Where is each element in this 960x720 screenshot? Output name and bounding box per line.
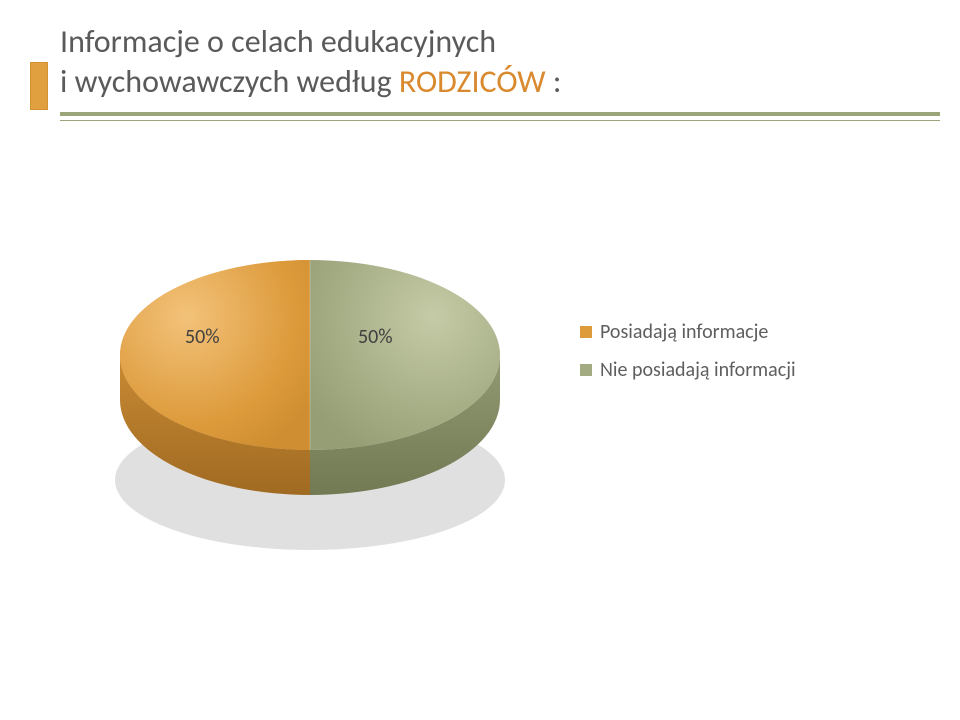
pie-label-1: 50% [358, 325, 393, 349]
slide: Informacje o celach edukacyjnych i wycho… [0, 0, 960, 720]
pie-svg [100, 245, 520, 565]
pie-chart: 50% 50% Posiadają informacje Nie posiada… [70, 225, 890, 585]
legend-item-0: Posiadają informacje [580, 320, 796, 344]
title-line-2: i wychowawczych według RODZICÓW : [60, 62, 930, 102]
title-line-2-accent: RODZICÓW [399, 62, 546, 101]
title-accent-bar [30, 62, 48, 110]
legend-label-0: Posiadają informacje [600, 320, 768, 344]
title-line-1: Informacje o celach edukacyjnych [60, 22, 930, 62]
legend-swatch-0 [580, 326, 592, 338]
slide-title: Informacje o celach edukacyjnych i wycho… [60, 22, 930, 102]
title-line-2-suffix: : [546, 62, 562, 101]
title-line-2-prefix: i wychowawczych według [60, 62, 399, 101]
legend: Posiadają informacje Nie posiadają infor… [580, 320, 796, 396]
legend-item-1: Nie posiadają informacji [580, 358, 796, 382]
legend-swatch-1 [580, 364, 592, 376]
pie-3d: 50% 50% [100, 245, 520, 565]
title-underline-thin [60, 120, 940, 121]
title-underline-thick [60, 112, 940, 116]
legend-label-1: Nie posiadają informacji [600, 358, 796, 382]
pie-label-0: 50% [185, 325, 220, 349]
